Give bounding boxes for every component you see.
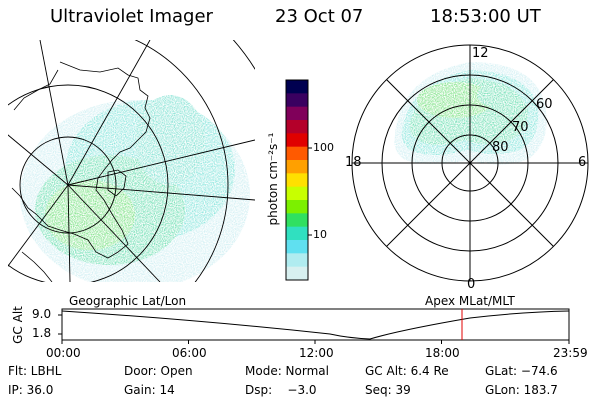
colorbar-segment <box>286 106 308 121</box>
info-door: Door: Open <box>124 364 193 378</box>
polar-map <box>351 44 589 282</box>
colorbar-segment <box>286 80 308 94</box>
colorbar-segment <box>286 226 308 241</box>
altitude-ylabel: GC Alt <box>11 306 25 344</box>
altitude-ytick-9: 9.0 <box>32 307 52 321</box>
coastline <box>11 61 151 282</box>
geographic-map <box>8 40 255 282</box>
altitude-xtick-2359: 23:59 <box>553 346 588 360</box>
observation-time: 18:53:00 UT <box>430 6 541 27</box>
altitude-xtick-1200: 12:00 <box>299 346 334 360</box>
observation-date: 23 Oct 07 <box>275 6 364 27</box>
aurora-emission-left <box>20 95 250 282</box>
colorbar-segment <box>286 200 308 214</box>
altitude-plot <box>58 308 570 344</box>
colorbar-segment <box>286 266 308 281</box>
info-mode: Mode: Normal <box>245 364 329 378</box>
altitude-xtick-1800: 18:00 <box>425 346 460 360</box>
mlt-label-18: 18 <box>345 155 362 170</box>
info-ip: IP: 36.0 <box>8 383 54 397</box>
geographic-caption: Geographic Lat/Lon <box>69 294 187 308</box>
mlat-grid <box>351 44 589 282</box>
colorbar-segment <box>286 173 308 188</box>
colorbar-segment <box>286 133 308 148</box>
info-glon: GLon: 183.7 <box>485 383 558 397</box>
info-glat: GLat: −74.6 <box>485 364 558 378</box>
colorbar-segment <box>286 120 308 134</box>
colorbar-segment <box>286 160 308 174</box>
info-gain: Gain: 14 <box>124 383 175 397</box>
color-scale-bar <box>285 79 312 281</box>
mlt-label-6: 6 <box>578 155 587 170</box>
mlat-label-70: 70 <box>512 120 529 135</box>
geo-grid <box>8 40 255 282</box>
colorbar-segment <box>286 146 308 161</box>
altitude-xtick-0600: 06:00 <box>172 346 207 360</box>
altitude-ytick-1-8: 1.8 <box>32 326 52 340</box>
info-seq: Seq: 39 <box>365 383 411 397</box>
colorbar-segment <box>286 213 308 228</box>
info-filter: Flt: LBHL <box>8 364 62 378</box>
mlt-label-0: 0 <box>467 277 476 292</box>
colorbar-tick-100: 100 <box>313 141 334 154</box>
colorbar-segment <box>286 240 308 254</box>
info-dsp: Dsp: −3.0 <box>245 383 317 397</box>
instrument-title: Ultraviolet Imager <box>50 6 213 27</box>
apex-caption: Apex MLat/MLT <box>425 294 515 308</box>
colorbar-tick-10: 10 <box>313 228 327 241</box>
mlat-label-80: 80 <box>492 140 509 155</box>
colorbar-segment <box>286 186 308 201</box>
mlat-label-60: 60 <box>536 97 553 112</box>
colorbar-segment <box>286 93 308 108</box>
altitude-xtick-0000: 00:00 <box>46 346 81 360</box>
colorbar-segment <box>286 253 308 268</box>
mlt-label-12: 12 <box>472 46 489 61</box>
info-gc-alt: GC Alt: 6.4 Re <box>365 364 449 378</box>
colorbar-label: photon cm⁻²s⁻¹ <box>266 132 280 226</box>
